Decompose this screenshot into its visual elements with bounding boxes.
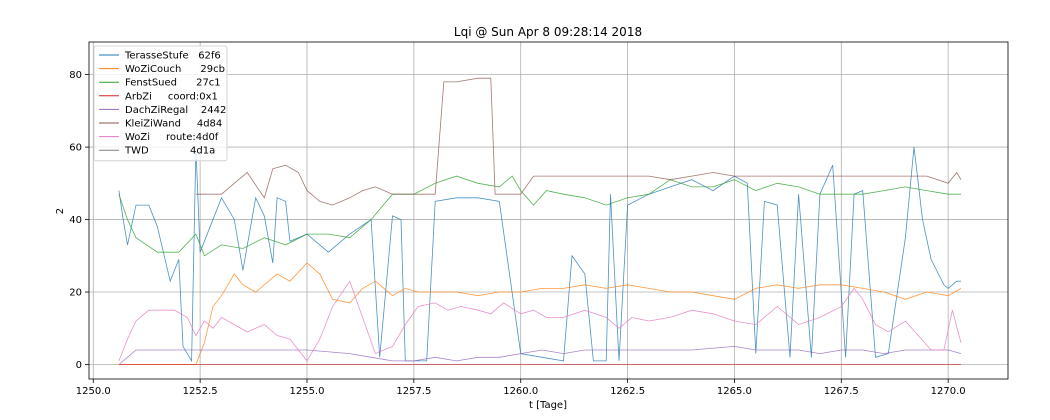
x-tick-label: 1262.5 xyxy=(610,386,645,397)
legend-label-3: ArbZi coord:0x1 xyxy=(125,91,218,102)
plot-frame xyxy=(88,41,1009,380)
x-tick-label: 1260.0 xyxy=(503,386,538,397)
x-tick-label: 1255.0 xyxy=(289,386,324,397)
y-axis-label: 2 xyxy=(55,208,66,214)
x-tick-label: 1270.0 xyxy=(931,386,966,397)
x-tick-label: 1257.5 xyxy=(396,386,431,397)
plot-area xyxy=(118,77,962,365)
x-tick-label: 1265.0 xyxy=(717,386,752,397)
legend-label-7: TWD 4d1a xyxy=(124,146,215,157)
y-tick-label: 60 xyxy=(69,143,82,154)
series-line-1 xyxy=(118,262,962,365)
x-tick-label: 1252.5 xyxy=(183,386,218,397)
series-line-6 xyxy=(118,280,962,362)
axis-ticks: 1250.0 1252.5 1255.0 1257.5 1260.0 1262.5 1265… xyxy=(69,70,965,397)
x-axis-label: t [Tage] xyxy=(529,400,567,411)
x-tick-label: 1267.5 xyxy=(824,386,859,397)
legend-label-4: DachZiRegal 2442 xyxy=(125,105,226,116)
legend-label-2: FenstSued 27c1 xyxy=(125,78,221,89)
y-tick-label: 0 xyxy=(76,360,82,371)
legend-label-6: WoZi route:4d0f xyxy=(125,132,219,143)
legend-label-1: WoZiCouch 29cb xyxy=(125,64,225,75)
series-line-0 xyxy=(118,147,961,363)
y-tick-label: 40 xyxy=(69,215,82,226)
series-line-4 xyxy=(118,345,962,365)
legend: TerasseStufe 62f6 WoZiCouch 29cb FenstSued… xyxy=(93,45,228,162)
legend-label-0: TerasseStufe 62f6 xyxy=(124,51,221,62)
chart-title: Lqi @ Sun Apr 8 09:28:14 2018 xyxy=(454,25,642,39)
legend-box xyxy=(93,45,228,162)
y-tick-label: 20 xyxy=(69,288,82,299)
x-tick-label: 1250.0 xyxy=(76,386,111,397)
series-line-2 xyxy=(118,175,961,257)
series-line-5 xyxy=(195,77,962,206)
legend-label-5: KleiZiWand 4d84 xyxy=(125,119,222,130)
y-tick-label: 80 xyxy=(69,70,82,81)
